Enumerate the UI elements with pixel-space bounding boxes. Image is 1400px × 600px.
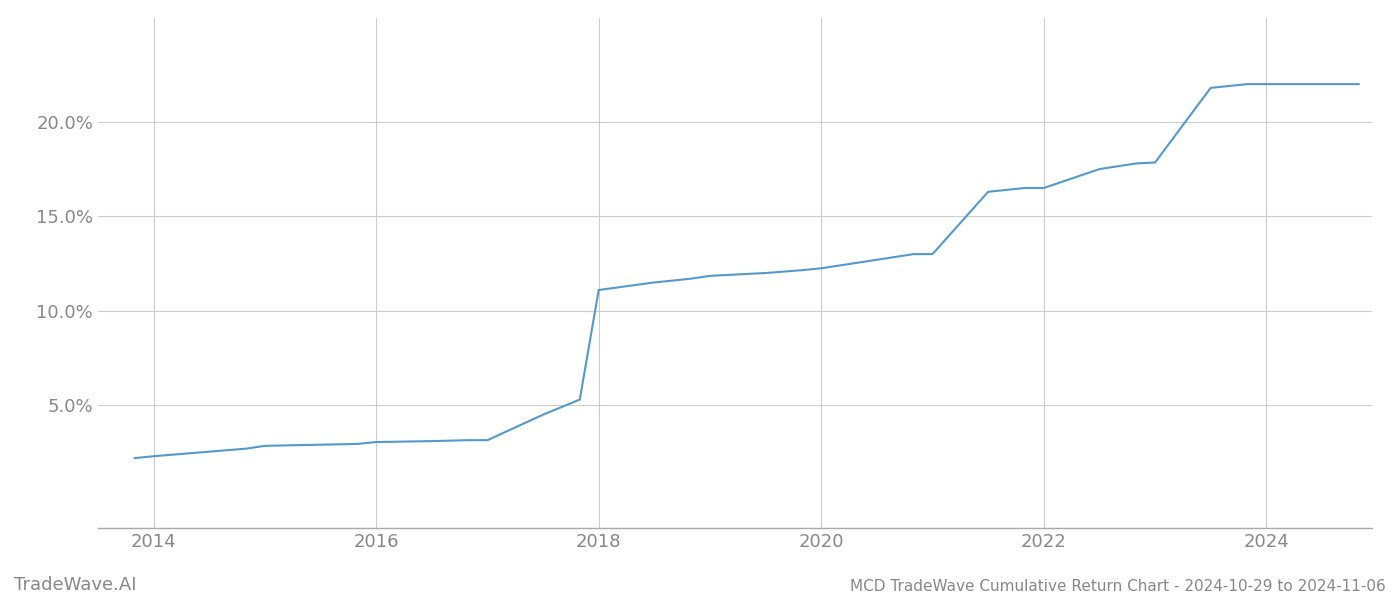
Text: MCD TradeWave Cumulative Return Chart - 2024-10-29 to 2024-11-06: MCD TradeWave Cumulative Return Chart - … bbox=[850, 579, 1386, 594]
Text: TradeWave.AI: TradeWave.AI bbox=[14, 576, 137, 594]
